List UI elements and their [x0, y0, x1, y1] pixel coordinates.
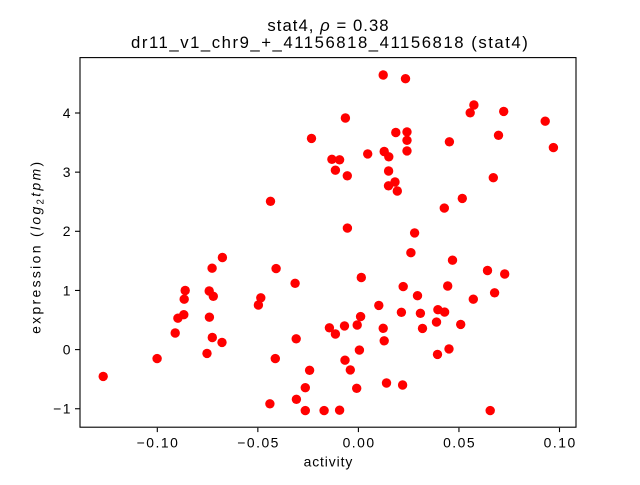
svg-text:−1: −1	[53, 401, 72, 417]
svg-text:activity: activity	[304, 454, 354, 470]
svg-text:1: 1	[63, 282, 72, 298]
svg-text:0.05: 0.05	[443, 435, 476, 451]
svg-text:0.00: 0.00	[343, 435, 376, 451]
svg-text:2: 2	[63, 223, 72, 239]
svg-text:3: 3	[63, 164, 72, 180]
svg-text:−0.10: −0.10	[137, 435, 180, 451]
svg-text:0: 0	[63, 342, 72, 358]
svg-text:−0.05: −0.05	[237, 435, 280, 451]
svg-text:4: 4	[63, 105, 72, 121]
svg-text:stat4, ρ = 0.38: stat4, ρ = 0.38	[267, 16, 389, 35]
svg-text:dr11_v1_chr9_+_41156818_411568: dr11_v1_chr9_+_41156818_41156818 (stat4)	[131, 33, 529, 52]
svg-text:expression (log2tpm): expression (log2tpm)	[27, 159, 46, 333]
svg-text:0.10: 0.10	[544, 435, 577, 451]
